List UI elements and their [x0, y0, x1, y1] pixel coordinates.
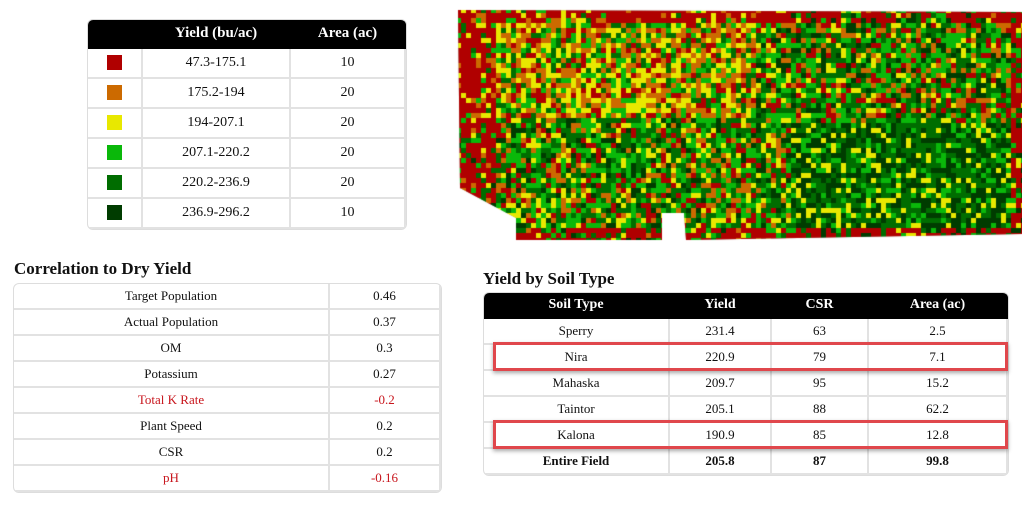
color-swatch [107, 175, 122, 191]
correlation-table: Target Population 0.46 Actual Population 0.… [13, 283, 442, 493]
color-swatch [107, 205, 122, 221]
yield-range: 236.9-296.2 [143, 199, 291, 229]
factor-label: Potassium [14, 362, 330, 388]
header-yield: Yield (bu/ac) [143, 20, 291, 49]
color-swatch [107, 85, 122, 101]
correlation-row: CSR 0.2 [14, 440, 441, 466]
swatch-cell [88, 139, 143, 169]
soil-name: Mahaska [484, 371, 670, 397]
legend-row: 47.3-175.1 10 [88, 49, 406, 79]
legend-row: 220.2-236.9 20 [88, 169, 406, 199]
yield-range: 220.2-236.9 [143, 169, 291, 199]
header-yield: Yield [670, 293, 772, 319]
soil-row: Mahaska 209.7 95 15.2 [484, 371, 1008, 397]
area-value: 20 [291, 79, 406, 109]
yield-map [456, 8, 1022, 244]
correlation-row: Actual Population 0.37 [14, 310, 441, 336]
factor-label: OM [14, 336, 330, 362]
legend-row: 236.9-296.2 10 [88, 199, 406, 229]
header-area: Area (ac) [291, 20, 406, 49]
soil-area: 15.2 [869, 371, 1008, 397]
correlation-row: OM 0.3 [14, 336, 441, 362]
swatch-cell [88, 79, 143, 109]
total-row: Entire Field 205.8 87 99.8 [484, 449, 1008, 475]
correlation-value: 0.46 [330, 284, 441, 310]
legend-row: 207.1-220.2 20 [88, 139, 406, 169]
swatch-cell [88, 109, 143, 139]
correlation-value: 0.37 [330, 310, 441, 336]
correlation-row: Total K Rate -0.2 [14, 388, 441, 414]
correlation-title: Correlation to Dry Yield [14, 259, 192, 278]
area-value: 20 [291, 109, 406, 139]
soil-title: Yield by Soil Type [483, 269, 615, 288]
correlation-row: Target Population 0.46 [14, 284, 441, 310]
legend-row: 175.2-194 20 [88, 79, 406, 109]
correlation-row: pH -0.16 [14, 466, 441, 492]
area-value: 20 [291, 169, 406, 199]
soil-yield: 209.7 [670, 371, 772, 397]
area-value: 10 [291, 49, 406, 79]
correlation-value: 0.27 [330, 362, 441, 388]
highlight-box-kalona [493, 420, 1008, 449]
factor-label: Total K Rate [14, 388, 330, 414]
factor-label: Actual Population [14, 310, 330, 336]
highlight-box-nira [493, 342, 1008, 371]
header-swatch [88, 20, 143, 49]
correlation-value: -0.16 [330, 466, 441, 492]
color-swatch [107, 115, 122, 131]
total-label: Entire Field [484, 449, 670, 475]
factor-label: Plant Speed [14, 414, 330, 440]
total-csr: 87 [772, 449, 869, 475]
factor-label: CSR [14, 440, 330, 466]
correlation-row: Potassium 0.27 [14, 362, 441, 388]
area-value: 20 [291, 139, 406, 169]
yield-range: 47.3-175.1 [143, 49, 291, 79]
area-value: 10 [291, 199, 406, 229]
header-csr: CSR [772, 293, 869, 319]
total-yield: 205.8 [670, 449, 772, 475]
header-soil-type: Soil Type [484, 293, 670, 319]
legend-row: 194-207.1 20 [88, 109, 406, 139]
swatch-cell [88, 49, 143, 79]
yield-legend-table: Yield (bu/ac) Area (ac) 47.3-175.1 10 175.… [87, 19, 407, 230]
yield-range: 194-207.1 [143, 109, 291, 139]
swatch-cell [88, 199, 143, 229]
correlation-value: 0.3 [330, 336, 441, 362]
soil-table: Soil Type Yield CSR Area (ac) Sperry 231.… [483, 292, 1009, 476]
correlation-value: 0.2 [330, 414, 441, 440]
factor-label: pH [14, 466, 330, 492]
soil-csr: 95 [772, 371, 869, 397]
correlation-value: -0.2 [330, 388, 441, 414]
swatch-cell [88, 169, 143, 199]
color-swatch [107, 55, 122, 71]
total-area: 99.8 [869, 449, 1008, 475]
header-area: Area (ac) [869, 293, 1008, 319]
color-swatch [107, 145, 122, 161]
factor-label: Target Population [14, 284, 330, 310]
yield-range: 207.1-220.2 [143, 139, 291, 169]
yield-range: 175.2-194 [143, 79, 291, 109]
correlation-value: 0.2 [330, 440, 441, 466]
correlation-row: Plant Speed 0.2 [14, 414, 441, 440]
